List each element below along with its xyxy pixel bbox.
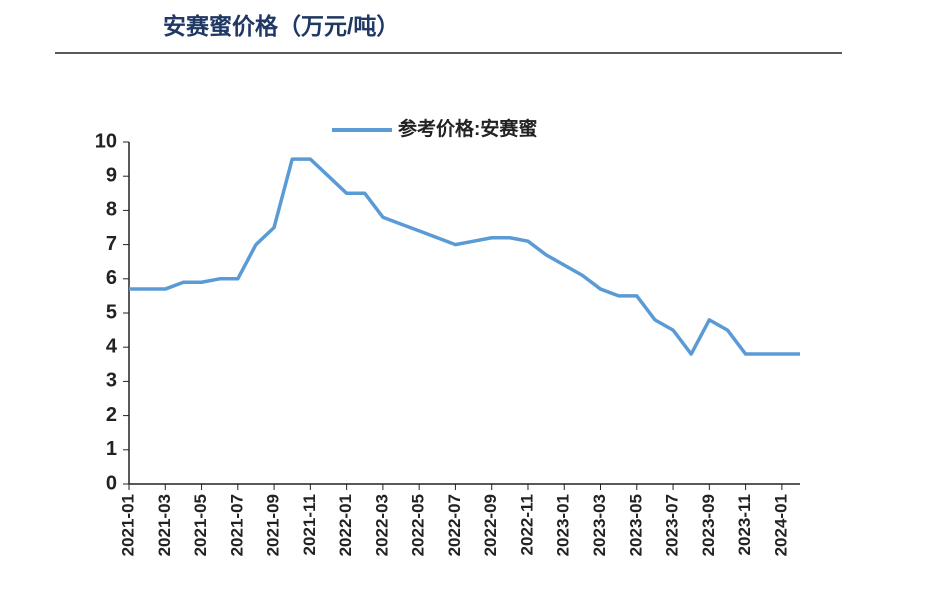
x-tick-label: 2022-01 [336,494,355,556]
legend-label: 参考价格:安赛蜜 [398,117,537,140]
x-tick-label: 2021-11 [300,494,319,555]
x-tick-label: 2022-11 [517,494,536,555]
chart-title: 安赛蜜价格（万元/吨） [163,13,399,39]
x-tick-label: 2023-07 [663,494,682,556]
y-tick-label: 7 [106,233,117,255]
x-tick-label: 2021-01 [118,494,137,556]
x-tick-label: 2022-03 [372,494,391,556]
x-tick-label: 2023-11 [735,494,754,555]
x-tick-label: 2021-03 [155,494,174,556]
y-tick-label: 9 [106,164,117,186]
y-tick-label: 1 [106,438,117,460]
y-tick-label: 0 [106,472,117,494]
y-tick-label: 2 [106,404,117,426]
y-tick-label: 5 [106,301,117,323]
y-tick-label: 6 [106,267,117,289]
y-tick-label: 4 [106,335,118,357]
x-tick-label: 2024-01 [771,494,790,556]
x-tick-label: 2022-09 [481,494,500,556]
x-tick-label: 2023-09 [699,494,718,556]
x-tick-label: 2023-03 [590,494,609,556]
x-tick-label: 2022-05 [409,494,428,556]
x-tick-label: 2023-05 [626,494,645,556]
series-line [129,157,800,356]
x-tick-label: 2021-09 [264,494,283,556]
x-tick-label: 2021-05 [191,494,210,556]
x-tick-label: 2022-07 [445,494,464,556]
y-tick-label: 8 [106,199,117,221]
x-tick-label: 2021-07 [227,494,246,556]
y-tick-label: 10 [95,130,117,152]
x-tick-label: 2023-01 [554,494,573,556]
y-tick-label: 3 [106,370,117,392]
